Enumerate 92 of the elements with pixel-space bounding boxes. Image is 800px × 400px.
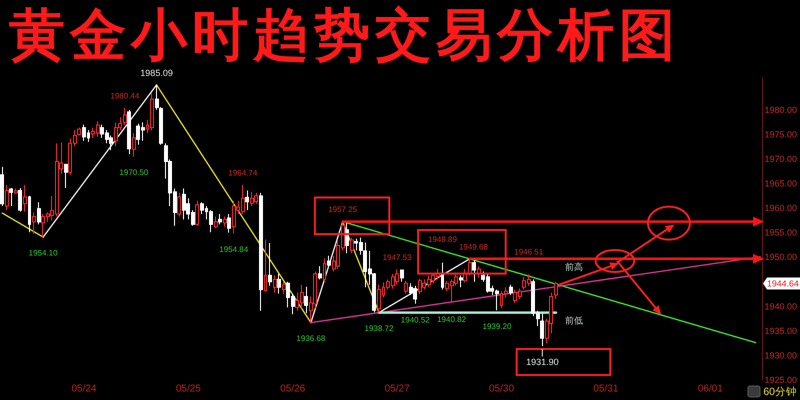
candlestick [418, 278, 422, 295]
candlestick [264, 239, 267, 292]
candlestick [123, 107, 127, 126]
candlestick [509, 284, 513, 296]
candlestick [345, 222, 349, 254]
candlestick [132, 132, 136, 158]
annotation: 1970.50 [119, 168, 149, 178]
candlestick [277, 273, 281, 294]
candlestick [323, 258, 326, 283]
x-tick-label: 05/24 [71, 384, 97, 394]
candlestick [327, 255, 331, 267]
candlestick [209, 210, 213, 233]
candlestick [404, 280, 408, 294]
candlestick [245, 190, 249, 211]
annotation: 1940.52 [400, 315, 430, 324]
annotation: 1985.09 [140, 68, 173, 78]
candlestick [254, 192, 258, 204]
candlestick [273, 274, 277, 294]
candlestick [304, 286, 308, 314]
candlestick [18, 187, 22, 212]
candlestick [23, 184, 27, 212]
candlestick [214, 216, 218, 229]
candlestick [177, 192, 181, 217]
candlestick [282, 281, 286, 295]
annotation: 1931.90 [526, 357, 559, 368]
annotation: 1946.51 [514, 247, 544, 256]
x-tick-label: 05/30 [488, 384, 514, 394]
series-label: 前低 [565, 316, 584, 326]
candlestick [77, 127, 81, 136]
annotation: 1939.20 [482, 322, 512, 331]
candlestick [400, 270, 404, 282]
candlestick [268, 242, 272, 286]
candlestick [195, 200, 199, 226]
candlestick [459, 274, 463, 288]
candlestick [472, 260, 476, 282]
candlestick [232, 200, 236, 234]
candlestick [150, 92, 154, 132]
y-tick-label: 1925.00 [764, 375, 798, 385]
y-tick-label: 1960.00 [764, 203, 798, 214]
candlestick [259, 192, 263, 312]
annotation: 1957.25 [328, 205, 358, 214]
candlestick [82, 124, 86, 142]
text: 60分钟 [763, 386, 797, 398]
annotation: 1980.44 [110, 91, 140, 100]
candlestick [441, 262, 444, 290]
y-tick-label: 1965.00 [764, 178, 798, 189]
candlestick [223, 216, 227, 228]
y-tick-label: 1975.00 [764, 129, 798, 140]
annotation: 1947.53 [382, 252, 412, 262]
candlestick [14, 188, 18, 194]
candlestick [127, 109, 131, 155]
candlestick [218, 214, 222, 225]
x-tick-label: 05/27 [384, 384, 410, 394]
candlestick [318, 266, 322, 280]
annotation: 1948.89 [428, 235, 458, 244]
candlestick [37, 202, 41, 225]
y-tick-label: 1940.00 [764, 301, 798, 312]
annotation: 1964.74 [228, 168, 258, 178]
candlestick [9, 187, 13, 207]
annotation: 1940.82 [437, 315, 467, 324]
candlestick [250, 191, 254, 207]
y-tick-label: 1930.00 [764, 350, 798, 360]
annotation: 1954.10 [28, 248, 58, 258]
y-tick-label: 1935.00 [764, 326, 798, 336]
x-tick-label: 05/31 [593, 384, 619, 394]
candlestick [350, 237, 354, 254]
candlestick [540, 312, 544, 347]
annotation: 1949.68 [458, 242, 488, 252]
annotation: 1936.68 [296, 334, 326, 344]
candlestick [554, 281, 558, 300]
candlestick [377, 284, 381, 314]
y-tick-label: 1970.00 [764, 154, 798, 164]
y-tick-label: 1950.00 [764, 252, 798, 262]
chart-title: 黄金小时趋势交易分析图 [9, 2, 675, 68]
y-tick-label: 1980.00 [764, 104, 798, 115]
candlestick [32, 212, 36, 234]
annotation: 1938.72 [364, 324, 394, 334]
candlestick [227, 214, 231, 234]
y-tick-label: 1955.00 [764, 228, 798, 238]
candlestick [28, 195, 31, 233]
annotation: 1944.64 [767, 278, 799, 289]
candlestick [64, 163, 68, 188]
series-label: 前高 [565, 262, 584, 272]
x-tick-label: 05/25 [176, 384, 202, 394]
annotation: 1954.84 [219, 244, 249, 254]
candlestick [413, 285, 417, 304]
candlestick [5, 184, 9, 211]
candlestick [0, 166, 4, 207]
x-tick-label: 06/01 [698, 384, 724, 394]
candlestick [395, 268, 399, 286]
candlestick [182, 188, 186, 220]
x-tick-label: 05/26 [280, 384, 306, 394]
